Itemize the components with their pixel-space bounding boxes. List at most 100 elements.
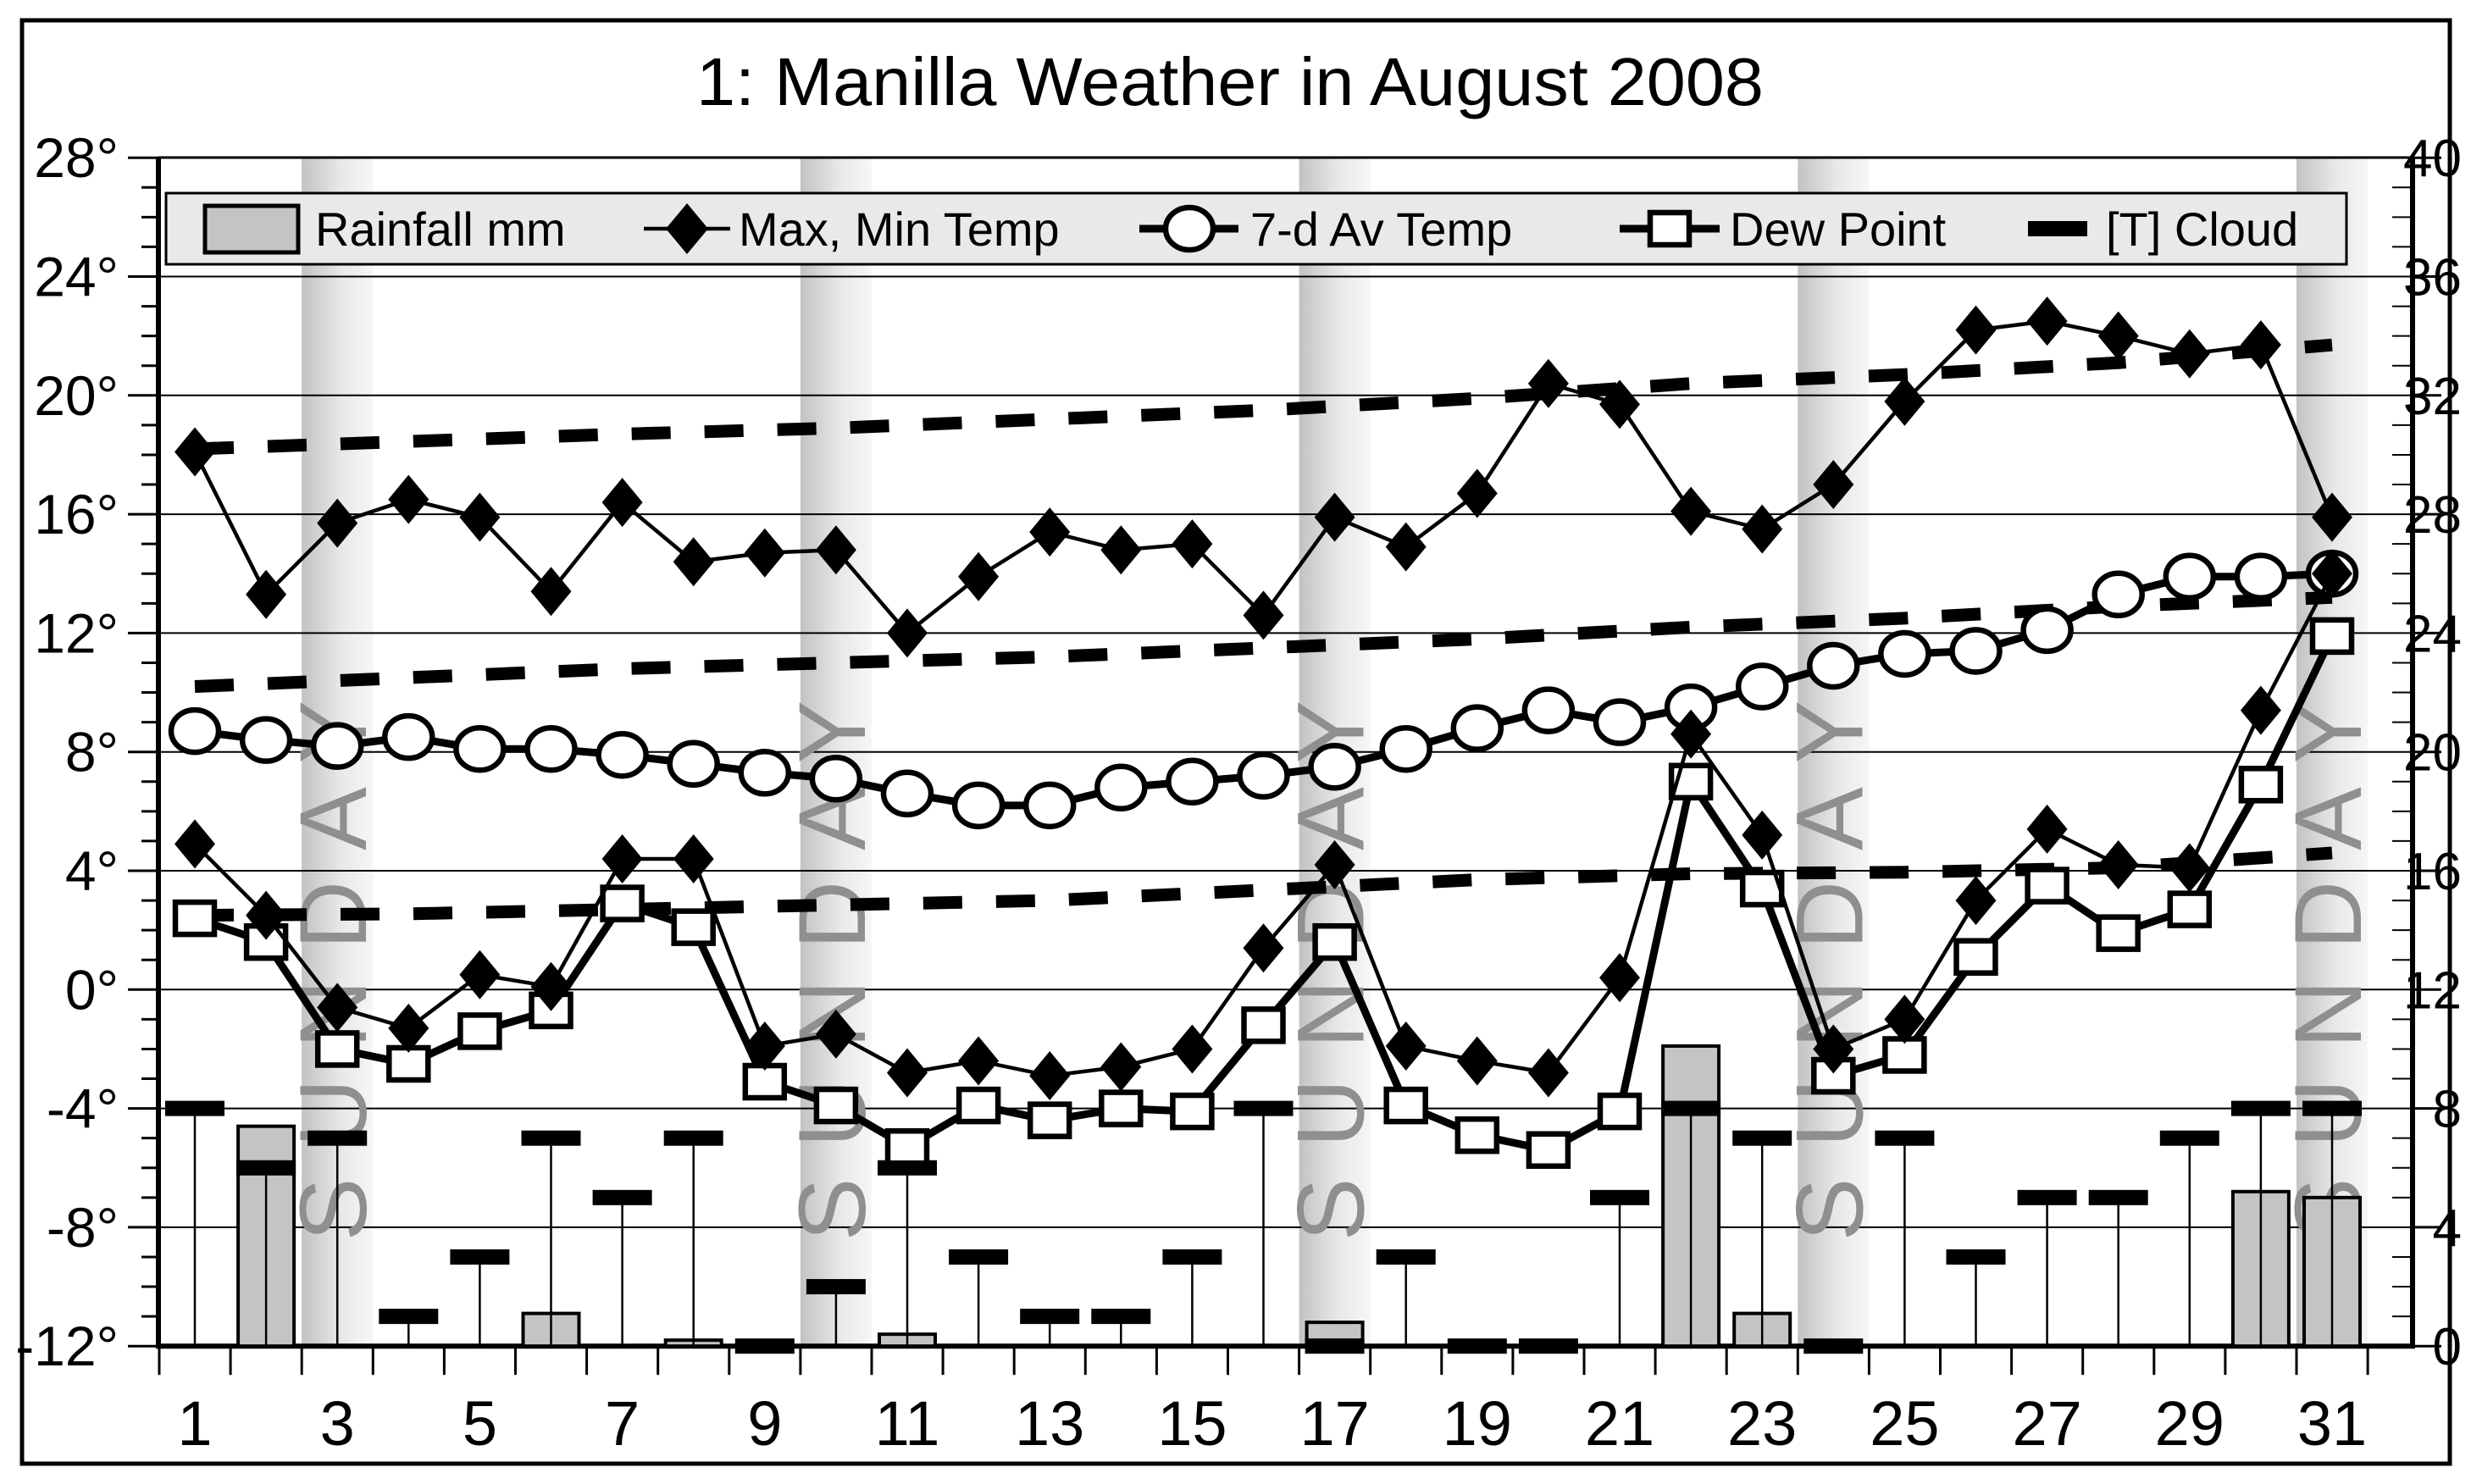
avg-temp-marker — [2091, 570, 2145, 619]
left-axis-label: -12° — [15, 1315, 119, 1377]
legend-cloud-dash-icon — [2028, 221, 2087, 236]
legend: Rainfall mm Max, Min Temp 7-d Av Temp De… — [164, 191, 2348, 266]
dew-point-marker — [1597, 1092, 1643, 1131]
min-temp-marker — [2026, 804, 2068, 854]
avg-temp-marker — [1379, 724, 1432, 773]
dew-point-marker — [2238, 766, 2284, 804]
min-temp-marker — [601, 833, 643, 883]
min-temp-marker — [1599, 953, 1640, 1003]
cloud-dash — [1233, 1100, 1294, 1116]
dew-point-marker — [2167, 890, 2213, 928]
min-temp-marker — [2169, 843, 2210, 893]
avg-temp-marker — [2163, 552, 2217, 601]
cloud-dash — [806, 1279, 866, 1295]
right-axis-label: 36 — [2403, 249, 2462, 307]
dew-point-marker — [2025, 867, 2069, 905]
cloud-dash — [1946, 1249, 2006, 1265]
max-temp-marker — [530, 567, 572, 617]
left-axis-label: 0° — [65, 958, 119, 1021]
trend-line — [194, 590, 2333, 694]
right-axis-label: 24 — [2403, 605, 2462, 663]
max-temp-marker — [1813, 460, 1854, 510]
max-temp-marker — [2312, 492, 2352, 542]
legend-avg-circle-icon — [1162, 204, 1216, 253]
outer-border — [19, 18, 2452, 1466]
legend-cloud-label: [T] Cloud — [2106, 202, 2298, 256]
max-temp-marker — [1527, 358, 1569, 408]
min-temp-marker — [2240, 685, 2281, 735]
cloud-dash — [236, 1160, 296, 1176]
dew-point-marker — [1953, 938, 1998, 976]
min-temp-marker — [1385, 1021, 1427, 1071]
right-axis-label: 12 — [2403, 961, 2462, 1020]
min-temp-marker — [887, 1048, 928, 1098]
min-temp-marker — [1742, 810, 1783, 860]
max-temp-marker — [2240, 320, 2281, 370]
max-temp-marker — [1029, 507, 1071, 557]
avg-temp-marker — [239, 716, 293, 764]
avg-temp-marker — [951, 781, 1006, 830]
left-axis-label: 4° — [65, 839, 119, 902]
max-temp-marker — [958, 551, 1000, 601]
max-temp-marker — [673, 537, 714, 587]
min-temp-marker — [246, 890, 287, 940]
min-temp-marker — [1172, 1024, 1213, 1074]
sunday-band-label: SUNDAY — [1776, 670, 1882, 1241]
right-axis-label: 16 — [2403, 843, 2462, 901]
cloud-dash — [592, 1189, 652, 1205]
min-temp-marker — [1456, 1036, 1498, 1086]
avg-temp-marker — [809, 755, 863, 803]
cloud-dash — [1091, 1309, 1151, 1325]
min-temp-marker — [1314, 839, 1355, 889]
max-temp-marker — [1243, 590, 1284, 640]
legend-dew-label: Dew Point — [1730, 202, 1947, 256]
x-axis-label: 15 — [1157, 1388, 1227, 1459]
min-temp-marker — [1813, 1024, 1854, 1074]
sunday-band-label: SUNDAY — [2275, 670, 2381, 1241]
max-temp-marker — [1385, 522, 1427, 572]
cloud-dash — [1875, 1130, 1935, 1146]
max-temp-marker — [1670, 486, 1712, 536]
min-temp-marker — [815, 1009, 856, 1059]
legend-box — [164, 191, 2348, 266]
min-temp-marker — [744, 1021, 785, 1071]
min-temp-marker — [1884, 994, 1925, 1044]
dew-point-marker — [1668, 762, 1714, 801]
cloud-dash — [1376, 1249, 1436, 1265]
cloud-dash — [2302, 1100, 2362, 1116]
avg-temp-marker — [596, 730, 649, 779]
legend-rainfall-swatch-icon — [202, 203, 301, 255]
avg-temp-marker — [1949, 627, 2003, 675]
right-axis-label: 4 — [2433, 1199, 2462, 1258]
cloud-dash — [1020, 1309, 1080, 1325]
dew-point-marker — [1454, 1116, 1500, 1155]
right-axis-label: 32 — [2403, 368, 2462, 426]
left-axis-label: 20° — [34, 364, 119, 427]
cloud-dash — [1162, 1249, 1222, 1265]
dew-point-marker — [813, 1086, 859, 1125]
max-temp-marker — [887, 608, 928, 658]
avg-temp-marker — [524, 724, 578, 773]
cloud-dash — [1447, 1338, 1507, 1354]
dew-point-marker — [314, 1030, 360, 1068]
x-axis-label: 23 — [1727, 1388, 1797, 1459]
dew-point-marker — [600, 884, 645, 922]
cloud-dash — [165, 1100, 224, 1116]
legend-dew-square-icon — [1647, 209, 1693, 248]
left-axis-label: 28° — [34, 126, 119, 189]
trend-line — [194, 846, 2333, 922]
min-temp-marker — [459, 950, 501, 999]
min-temp-marker — [1100, 1042, 1142, 1092]
cloud-dash — [1518, 1338, 1578, 1354]
avg-temp-marker — [1237, 751, 1290, 800]
right-axis-label: 40 — [2403, 130, 2462, 188]
max-temp-marker — [744, 528, 785, 578]
cloud-dash — [1590, 1189, 1649, 1205]
chart-title: 1: Manilla Weather in August 2008 — [696, 44, 1764, 119]
dew-point-marker — [1383, 1086, 1428, 1125]
x-axis-label: 27 — [2012, 1388, 2081, 1459]
min-temp-marker — [1670, 709, 1712, 759]
x-axis-label: 17 — [1299, 1388, 1369, 1459]
avg-temp-marker — [667, 739, 720, 788]
